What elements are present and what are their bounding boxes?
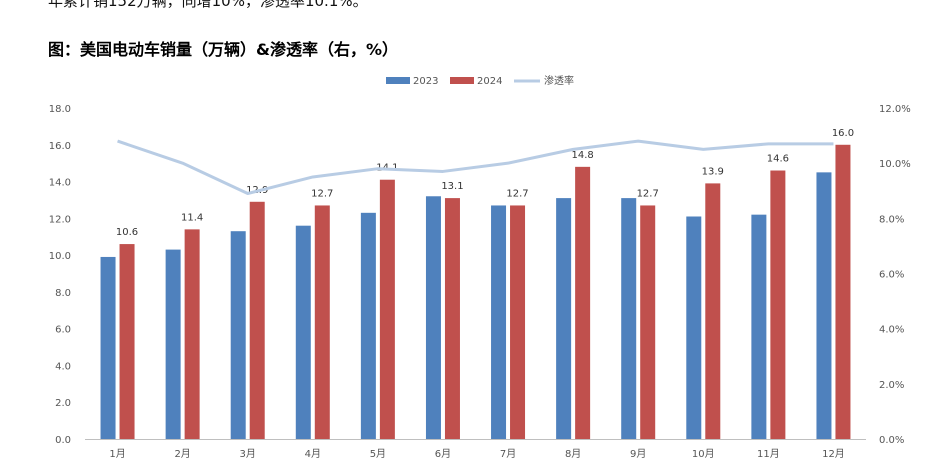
bar-2023: [491, 205, 507, 439]
y-tick-label: 0.0: [55, 435, 71, 446]
x-tick-label: 3月: [240, 448, 256, 460]
y-tick-label: 14.0: [49, 178, 71, 189]
bar-2024: [640, 205, 656, 439]
bar-2023: [425, 196, 441, 439]
legend-swatch-2024: [450, 77, 474, 84]
bar-2023: [686, 216, 702, 439]
data-label: 12.7: [637, 188, 659, 199]
y-tick-label: 10.0: [49, 251, 71, 262]
bar-2024: [249, 201, 265, 439]
data-label: 14.8: [571, 150, 593, 161]
data-label: 12.7: [311, 188, 333, 199]
intro-text: 年累计销152万辆，同增10%，渗透率10.1%。: [48, 0, 368, 10]
bar-2024: [835, 144, 851, 439]
y-tick-label: 2.0: [55, 398, 71, 409]
y-tick-label: 4.0: [55, 361, 71, 372]
data-label: 11.4: [181, 212, 203, 223]
bar-2024: [444, 198, 460, 439]
bar-2024: [705, 183, 721, 439]
y-tick-label: 6.0: [55, 325, 71, 336]
bar-2023: [360, 212, 376, 439]
data-label: 14.6: [767, 154, 789, 165]
y-tick-label: 12.0: [49, 214, 71, 225]
bar-2023: [100, 256, 116, 439]
y-tick-label: 16.0: [49, 141, 71, 152]
y2-tick-label: 6.0%: [879, 270, 904, 281]
x-tick-label: 4月: [305, 448, 321, 460]
y-tick-label: 18.0: [49, 104, 71, 115]
y-tick-label: 8.0: [55, 288, 71, 299]
y2-tick-label: 0.0%: [879, 435, 904, 446]
chart-title: 图：美国电动车销量（万辆）&渗透率（右，%）: [48, 40, 398, 59]
bar-2024: [379, 179, 395, 439]
data-label: 16.0: [832, 128, 854, 139]
x-tick-label: 8月: [565, 448, 581, 460]
bar-2024: [510, 205, 526, 439]
x-tick-label: 10月: [692, 448, 715, 460]
line-series-penetration: [117, 139, 834, 196]
legend-label: 2024: [477, 76, 502, 87]
bar-2023: [295, 225, 311, 439]
y2-tick-label: 10.0%: [879, 159, 911, 170]
x-tick-label: 1月: [109, 448, 125, 460]
bar-2023: [816, 172, 832, 439]
bar-2023: [230, 231, 246, 439]
legend-label: 2023: [413, 76, 438, 87]
legend-label: 渗透率: [544, 74, 574, 87]
x-tick-label: 2月: [174, 448, 190, 460]
y2-tick-label: 12.0%: [879, 104, 911, 115]
x-tick-label: 5月: [370, 448, 386, 460]
x-tick-label: 11月: [757, 448, 780, 460]
x-tick-label: 12月: [822, 448, 845, 460]
bar-2024: [184, 229, 200, 439]
x-tick-label: 6月: [435, 448, 451, 460]
x-tick-label: 7月: [500, 448, 516, 460]
data-label: 13.9: [702, 166, 724, 177]
bar-2023: [621, 198, 637, 439]
bar-2023: [556, 198, 572, 439]
data-label: 13.1: [441, 181, 463, 192]
bar-2024: [575, 166, 591, 439]
bar-2023: [165, 249, 181, 439]
bar-2024: [770, 170, 786, 439]
data-label: 10.6: [116, 227, 138, 238]
bar-2024: [119, 244, 135, 439]
data-label: 12.7: [506, 188, 528, 199]
y2-tick-label: 4.0%: [879, 325, 904, 336]
x-tick-label: 9月: [630, 448, 646, 460]
y2-tick-label: 8.0%: [879, 214, 904, 225]
legend-swatch-2023: [386, 77, 410, 84]
bar-2024: [314, 205, 330, 439]
bar-2023: [751, 214, 767, 439]
y2-tick-label: 2.0%: [879, 380, 904, 391]
